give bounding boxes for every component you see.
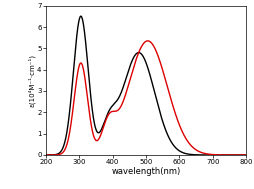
X-axis label: wavelength(nm): wavelength(nm) xyxy=(112,167,181,176)
Y-axis label: ε(10⁴M⁻¹·cm⁻¹): ε(10⁴M⁻¹·cm⁻¹) xyxy=(28,54,36,107)
